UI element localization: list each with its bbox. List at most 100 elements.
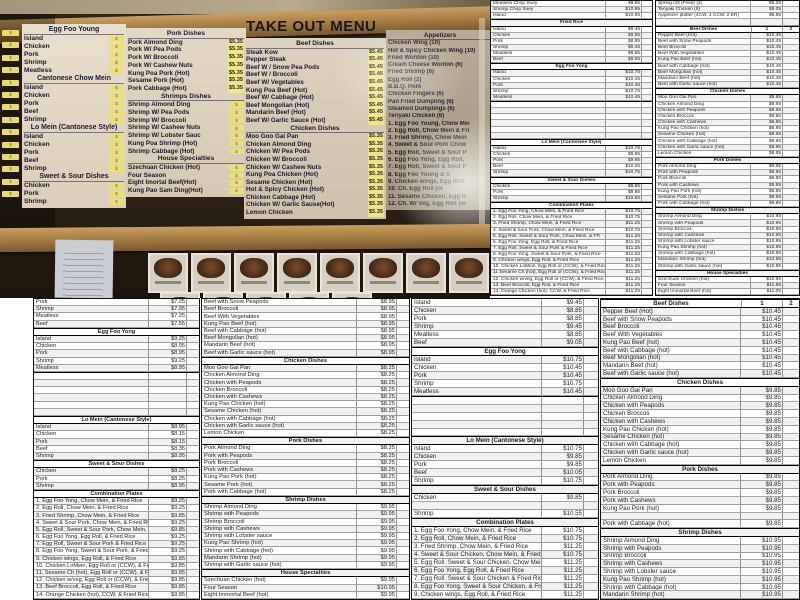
board-item-price: $5.35	[367, 133, 384, 141]
board-menu-item: Teriyaki Chicken (6)	[388, 113, 490, 120]
price-sticker: $	[229, 165, 244, 171]
item-price: $8.95	[148, 343, 186, 350]
price-table-bottom-right-col2: Beef Dishes 1 2 Pepper Beef (Hot) $10.45 Beef…	[600, 298, 800, 600]
board-item-price: $5.35	[227, 54, 244, 62]
item-label: Chicken	[36, 343, 57, 350]
menu-item-row: Chicken with Garlic sauce (hot) $8.25	[202, 422, 409, 430]
item-price: $10.95	[740, 583, 782, 591]
board-section-header: Shrimps Dishes	[128, 93, 244, 102]
menu-item-row: Beef Mongolian (hot) $10.45	[656, 69, 799, 76]
menu-item-row: 13. Beef Broccoli, Egg Roll, & Fried Ric…	[34, 584, 199, 592]
cell	[186, 468, 199, 475]
item-label: Shrimp Broccoli	[204, 518, 245, 525]
board-item-price: $5.35	[367, 186, 384, 194]
price-sticker: $	[109, 117, 124, 123]
item-label: Szechuan Chicken (hot)	[658, 276, 710, 282]
board-item-label: Kung Poa Shrimp (Hot)	[128, 139, 198, 147]
price-sticker: $	[2, 67, 19, 74]
item-price: $10.75	[605, 170, 641, 176]
price-table-bottom-left-col2: Beef with Snow Peapods $8.95 Beef Broccoli…	[201, 298, 410, 600]
cell	[186, 408, 199, 415]
price-sticker: $	[2, 42, 19, 49]
item-price	[148, 372, 186, 380]
item-price: $10.75	[605, 227, 641, 233]
item-price: $10.95	[750, 232, 782, 238]
blank-row	[412, 420, 598, 429]
board-section-header: Sweet & Sour Dishes	[24, 173, 124, 182]
item-price: $10.95	[750, 238, 782, 245]
item-price: $9.05	[541, 338, 583, 346]
item-price: $10.95	[750, 257, 782, 263]
frame-edge	[479, 18, 485, 233]
item-price	[750, 19, 782, 25]
cell	[641, 282, 652, 288]
item-price: $9.85	[740, 496, 782, 504]
notice-paper	[54, 239, 114, 298]
item-price: $8.25	[356, 364, 396, 372]
cell	[186, 387, 199, 394]
item-label: Kung Pao Pork (hot)	[658, 188, 702, 194]
price-sticker: $	[109, 36, 124, 42]
item-price: $10.95	[740, 544, 782, 552]
board-item-price: $5.35	[367, 155, 384, 164]
menu-item-row: Pork with Cashews $8.25	[202, 467, 409, 475]
menu-item-row: 9. Chicken wings, Egg Roll, & Fried Rice…	[34, 555, 199, 563]
cell	[641, 195, 652, 201]
item-label: Kung Pao Shrimp (hot)	[204, 540, 263, 547]
cell	[782, 386, 799, 394]
dish-image	[295, 297, 323, 298]
board-item-label: Pork W/ Cashew Nuts	[128, 61, 193, 69]
price-sticker: $	[2, 91, 19, 98]
board-item-label: Pork	[24, 149, 39, 156]
cell	[641, 164, 652, 170]
cell	[583, 590, 598, 598]
board-item-label: Mandarin Beef (Hot)	[246, 109, 306, 117]
board-item-price: $5.45	[367, 78, 384, 87]
menu-item-row: Chicken with Garlic sauce (hot) $9.85	[601, 449, 799, 457]
board-column-pork-shrimp: Pork Dishes Pork Almond Ding $5.35 Pork W/ …	[126, 28, 246, 197]
board-section-header: Appetizers	[388, 32, 490, 41]
menu-item-row: 7. Egg Roll, Sweet & Sour Pork & Fried R…	[34, 541, 199, 549]
menu-item-row: Teriyaki Chicken (6) $9.05	[656, 7, 799, 14]
cell	[186, 350, 199, 357]
menu-item-row: Mandarin Beef (hot) $8.95	[202, 342, 409, 350]
cell	[396, 379, 409, 386]
cell	[396, 540, 409, 547]
item-label: Mandarin Shrimp (hot)	[204, 554, 262, 561]
cell	[396, 518, 409, 525]
menu-item-row: Kung Pao Chicken (hot) $9.85	[601, 425, 799, 434]
menu-item-row: Lemon Chicken $8.25	[202, 429, 409, 438]
menu-item-row: Shrimp with Cabbage (hot) $9.95	[202, 547, 409, 555]
item-price: $10.75	[541, 551, 583, 558]
board-item-label: Lemon Chicken	[246, 209, 293, 217]
item-label: Island	[493, 145, 506, 151]
menu-item-row: Pork Almond Ding $9.85	[656, 164, 799, 171]
item-price: $8.25	[356, 452, 396, 459]
cell	[583, 477, 598, 485]
cell	[583, 566, 598, 574]
item-label: Chicken with Garlic sauce (hot)	[603, 449, 689, 457]
menu-item-row: 9. Chicken wings, Egg Roll, & Fried Rice…	[412, 590, 598, 599]
size-col-1: 1	[751, 26, 782, 32]
section-title: Egg Foo Yong	[97, 328, 136, 335]
item-label: 8. Egg Foo Yong, Sweet & Sour Pork, & Fr…	[36, 548, 148, 555]
item-price: $10.95	[740, 560, 782, 567]
item-price: $8.85	[541, 306, 583, 314]
cell	[396, 372, 409, 379]
dish-image	[369, 258, 397, 278]
item-label: Chicken Almond Ding	[603, 394, 663, 402]
cell	[641, 258, 652, 264]
item-price	[740, 512, 782, 520]
menu-item-row: Shrimp with Lobster sauce $10.95	[656, 238, 799, 246]
board-menu-item: Mandarin Beef (Hot) $5.45	[246, 109, 384, 117]
cell	[641, 70, 652, 76]
item-price	[541, 420, 583, 428]
item-label: Shrimp	[414, 379, 434, 387]
board-item-price: $5.45	[367, 86, 384, 95]
item-price: $9.85	[541, 494, 583, 501]
board-menu-item: Chicken Wing (10)	[388, 40, 490, 47]
item-price: $9.45	[605, 44, 641, 50]
item-label: Pork	[493, 38, 503, 44]
item-price: $6.25	[750, 1, 782, 7]
board-item-price: $5.35	[367, 148, 384, 156]
